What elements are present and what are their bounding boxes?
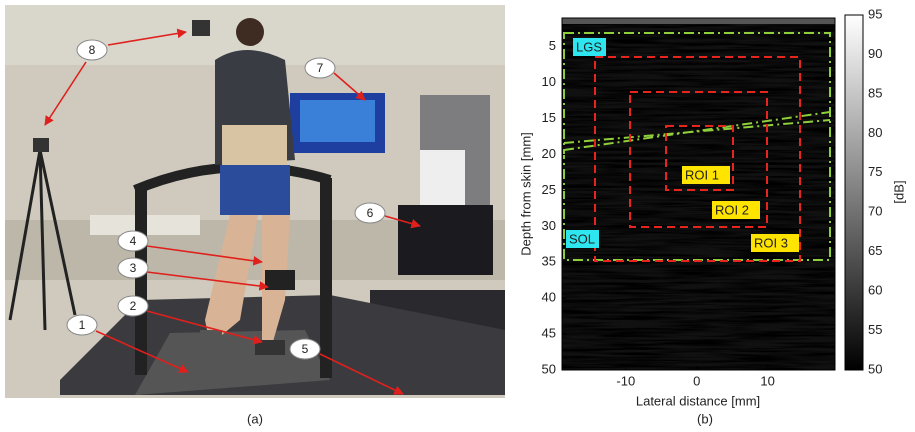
colorbar-tick-label: 90 bbox=[868, 46, 882, 61]
marker-label: 1 bbox=[79, 318, 86, 332]
colorbar-tick-label: 55 bbox=[868, 322, 882, 337]
colorbar-tick-label: 60 bbox=[868, 283, 882, 298]
colorbar-tick-label: 50 bbox=[868, 361, 882, 376]
caption-b: (b) bbox=[697, 411, 713, 426]
marker-label: 7 bbox=[317, 61, 324, 75]
x-axis-label: Lateral distance [mm] bbox=[636, 393, 760, 408]
y-tick-label: 35 bbox=[542, 254, 556, 269]
marker-label: 6 bbox=[367, 206, 374, 220]
figure: 12345678 (a) LGSSOLROI 1ROI 2ROI 3 -1001… bbox=[0, 0, 915, 432]
colorbar-label: [dB] bbox=[891, 180, 906, 203]
marker-label: 2 bbox=[130, 299, 137, 313]
colorbar-tick-label: 75 bbox=[868, 164, 882, 179]
label-text: ROI 1 bbox=[685, 167, 719, 182]
colorbar-tick-label: 85 bbox=[868, 85, 882, 100]
y-tick-label: 10 bbox=[542, 74, 556, 89]
y-tick-label: 30 bbox=[542, 218, 556, 233]
image-top bbox=[562, 18, 835, 24]
marker-label: 8 bbox=[89, 43, 96, 57]
colorbar-tick-label: 70 bbox=[868, 204, 882, 219]
label-text: ROI 2 bbox=[715, 202, 749, 217]
y-axis-label: Depth from skin [mm] bbox=[518, 132, 533, 256]
label-text: SOL bbox=[569, 231, 595, 246]
colorbar bbox=[845, 15, 863, 370]
marker-label: 5 bbox=[302, 342, 309, 356]
marker-label: 4 bbox=[130, 234, 137, 248]
y-tick-label: 15 bbox=[542, 110, 556, 125]
x-tick-label: 10 bbox=[760, 373, 774, 388]
y-tick-label: 50 bbox=[542, 361, 556, 376]
x-tick-label: 0 bbox=[693, 373, 700, 388]
ultrasound-image bbox=[562, 18, 835, 370]
x-tick-label: -10 bbox=[616, 373, 635, 388]
colorbar-tick-label: 80 bbox=[868, 125, 882, 140]
label-text: ROI 3 bbox=[754, 235, 788, 250]
y-tick-label: 20 bbox=[542, 146, 556, 161]
y-tick-label: 40 bbox=[542, 290, 556, 305]
y-tick-label: 25 bbox=[542, 182, 556, 197]
colorbar-tick-label: 65 bbox=[868, 243, 882, 258]
marker-label: 3 bbox=[130, 261, 137, 275]
photo bbox=[5, 5, 505, 398]
y-tick-label: 45 bbox=[542, 326, 556, 341]
y-tick-label: 5 bbox=[549, 38, 556, 53]
label-text: LGS bbox=[576, 39, 602, 54]
caption-a: (a) bbox=[247, 411, 263, 426]
colorbar-tick-label: 95 bbox=[868, 6, 882, 21]
